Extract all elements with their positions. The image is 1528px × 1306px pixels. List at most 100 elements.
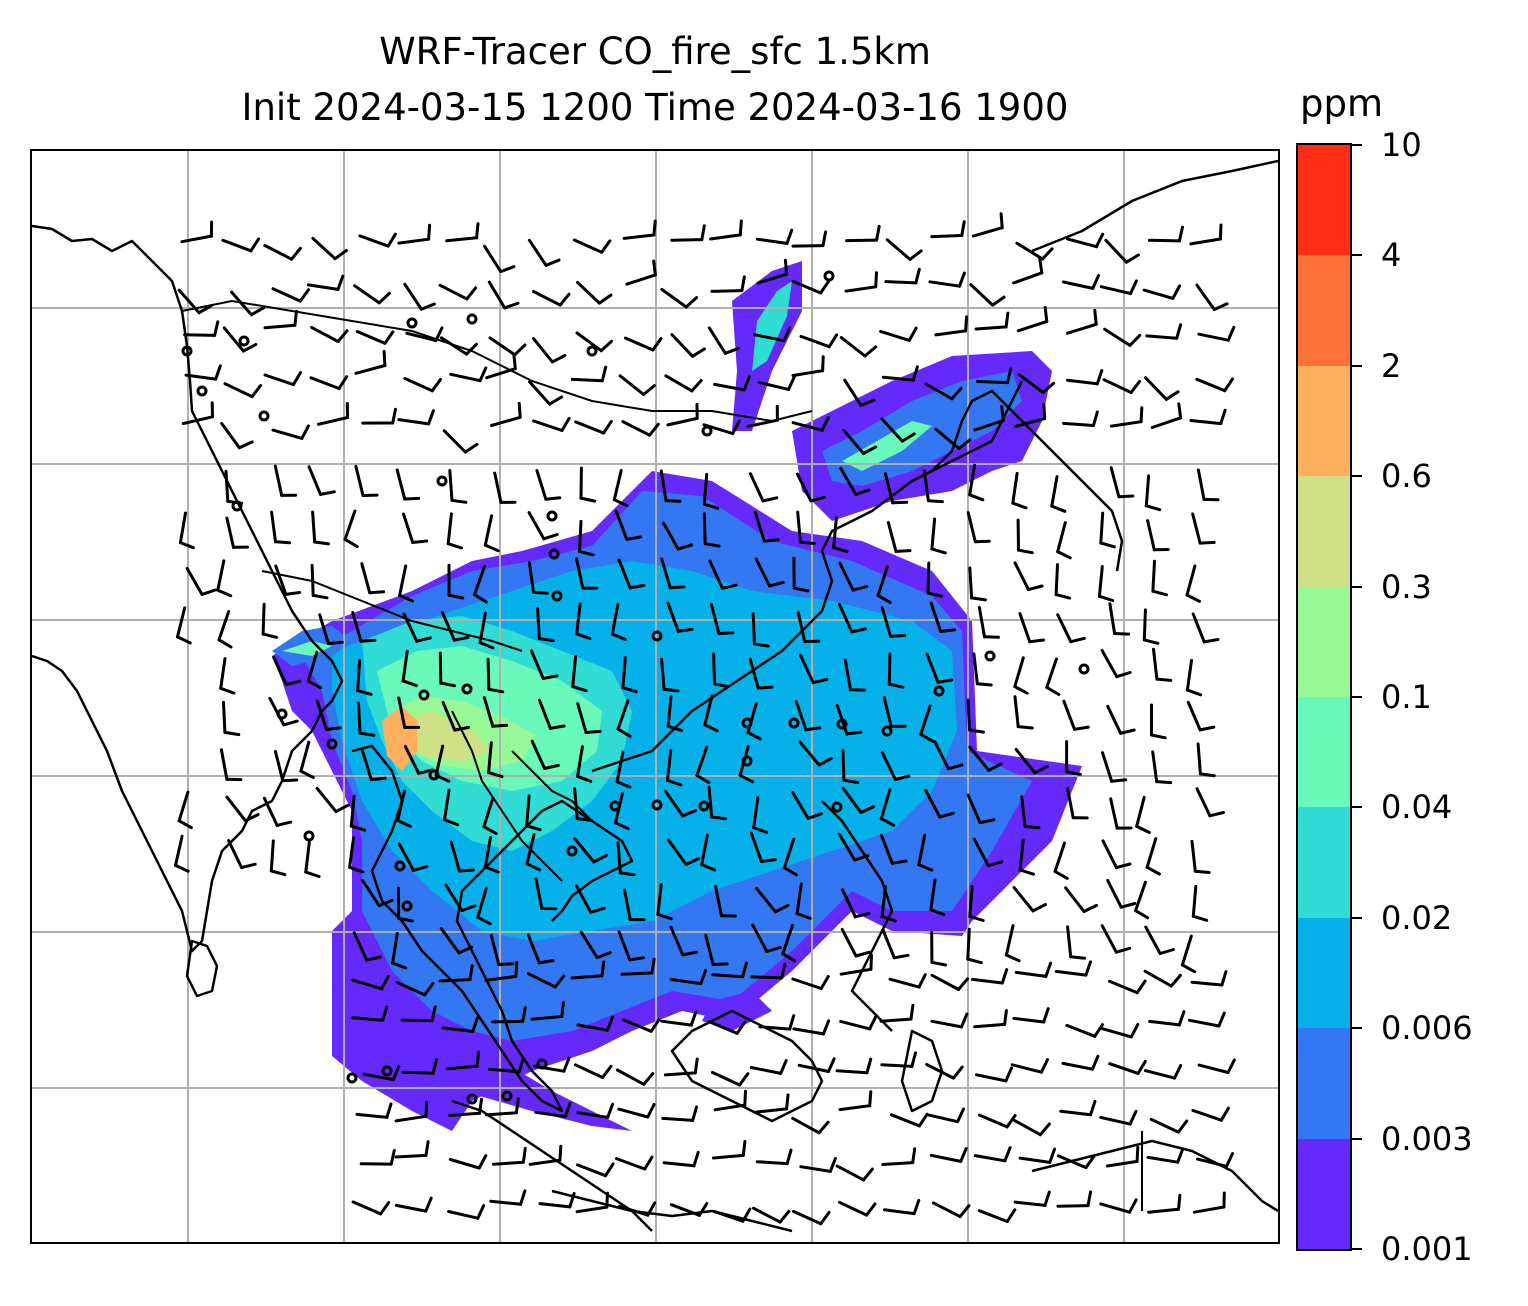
wind-barb xyxy=(217,610,233,649)
wind-barb xyxy=(273,750,299,783)
wind-barb xyxy=(174,834,190,873)
coastline-northeast xyxy=(1031,159,1278,253)
wind-barb xyxy=(447,1204,486,1220)
wind-barb xyxy=(574,419,613,435)
wind-barb xyxy=(177,288,213,315)
wind-barb xyxy=(1150,703,1167,740)
wind-barb xyxy=(844,271,878,293)
wind-barb xyxy=(263,244,302,261)
wind-barb xyxy=(796,610,821,643)
coastline-south-asia xyxy=(32,224,344,953)
wind-barb xyxy=(358,232,397,248)
wind-barb xyxy=(888,973,927,989)
wind-barb xyxy=(751,612,770,648)
wind-barb xyxy=(263,371,302,387)
wind-barb xyxy=(1190,839,1211,874)
wind-barb xyxy=(782,837,798,877)
wind-barb xyxy=(530,739,560,770)
wind-barb xyxy=(270,510,291,545)
wind-barb xyxy=(401,1058,438,1075)
wind-barb xyxy=(792,1209,831,1226)
wind-barb xyxy=(185,566,217,596)
wind-barb xyxy=(1013,561,1044,592)
colorbar-tick-label: 0.006 xyxy=(1381,1009,1473,1048)
wind-barb xyxy=(343,509,359,549)
wind-barb xyxy=(614,509,643,541)
wind-barb xyxy=(664,374,703,393)
wind-barb xyxy=(579,930,612,960)
colorbar-tick-label: 0.003 xyxy=(1381,1119,1473,1158)
wind-barb xyxy=(219,657,236,695)
wind-barb xyxy=(489,934,515,966)
wind-barb xyxy=(707,785,728,821)
wind-barb xyxy=(791,416,830,432)
wind-barb xyxy=(1018,1147,1056,1164)
wind-barb xyxy=(1045,657,1061,696)
wind-barb xyxy=(527,561,549,595)
wind-barb xyxy=(881,928,910,960)
wind-barb xyxy=(534,877,558,911)
wind-barb xyxy=(405,326,444,342)
wind-barb xyxy=(919,704,935,743)
calm-wind-circle xyxy=(984,650,996,662)
wind-barb xyxy=(1197,1058,1236,1074)
wind-barb xyxy=(222,700,241,737)
wind-barb xyxy=(1146,519,1170,552)
wind-barb xyxy=(444,883,477,913)
wind-barb xyxy=(922,469,944,504)
wind-barb xyxy=(1062,699,1090,731)
map-panel[interactable] xyxy=(30,149,1280,1244)
wind-barb xyxy=(1012,1118,1051,1137)
wind-barb xyxy=(835,1164,874,1182)
colorbar-tick xyxy=(1352,364,1362,367)
wind-barb xyxy=(530,1001,565,1021)
wind-barb xyxy=(438,964,474,983)
wind-barb xyxy=(929,878,946,916)
wind-barb xyxy=(838,1090,873,1112)
wind-barb xyxy=(526,972,566,989)
colorbar-tick xyxy=(1352,475,1362,478)
wind-barb xyxy=(695,745,711,785)
wind-barb xyxy=(1102,378,1142,394)
wind-barb xyxy=(890,1112,929,1128)
colorbar-tick xyxy=(1352,144,1362,146)
wind-barb xyxy=(792,556,810,593)
wind-barb xyxy=(525,794,542,832)
wind-barb xyxy=(756,258,789,285)
wind-barb xyxy=(623,888,646,922)
map-canvas xyxy=(32,151,1278,1242)
wind-barb xyxy=(661,1105,698,1122)
wind-barb xyxy=(273,464,298,497)
wind-barb xyxy=(571,655,588,693)
wind-barb xyxy=(617,1201,657,1217)
wind-barb xyxy=(617,930,646,962)
wind-barb xyxy=(1100,924,1132,954)
wind-barb xyxy=(574,884,606,914)
wind-barb xyxy=(354,350,387,375)
wind-barb xyxy=(884,267,921,285)
wind-barb xyxy=(881,365,919,382)
wind-barb xyxy=(880,1051,917,1068)
colorbar-tick-label: 2 xyxy=(1381,346,1402,385)
wind-barb xyxy=(879,788,896,827)
wind-barb xyxy=(755,887,790,914)
wind-barb xyxy=(968,885,985,922)
wind-barb xyxy=(527,511,559,541)
calm-wind-circle xyxy=(258,410,270,422)
calm-wind-circle xyxy=(788,717,800,729)
wind-barb xyxy=(1143,969,1182,988)
wind-barb xyxy=(1191,612,1220,644)
wind-barb xyxy=(702,472,720,510)
calm-wind-circle xyxy=(326,738,338,750)
wind-barb xyxy=(1145,837,1161,876)
wind-barb xyxy=(534,1101,572,1118)
wind-barb xyxy=(306,650,323,690)
wind-barb xyxy=(662,521,694,551)
wind-barb xyxy=(755,1148,793,1166)
wind-barb xyxy=(660,288,698,309)
wind-barb xyxy=(362,1065,401,1082)
colorbar-tick-label: 4 xyxy=(1381,236,1402,275)
concentration-band-0.3 xyxy=(402,711,492,761)
wind-barb xyxy=(402,612,432,643)
wind-barb xyxy=(575,602,592,640)
